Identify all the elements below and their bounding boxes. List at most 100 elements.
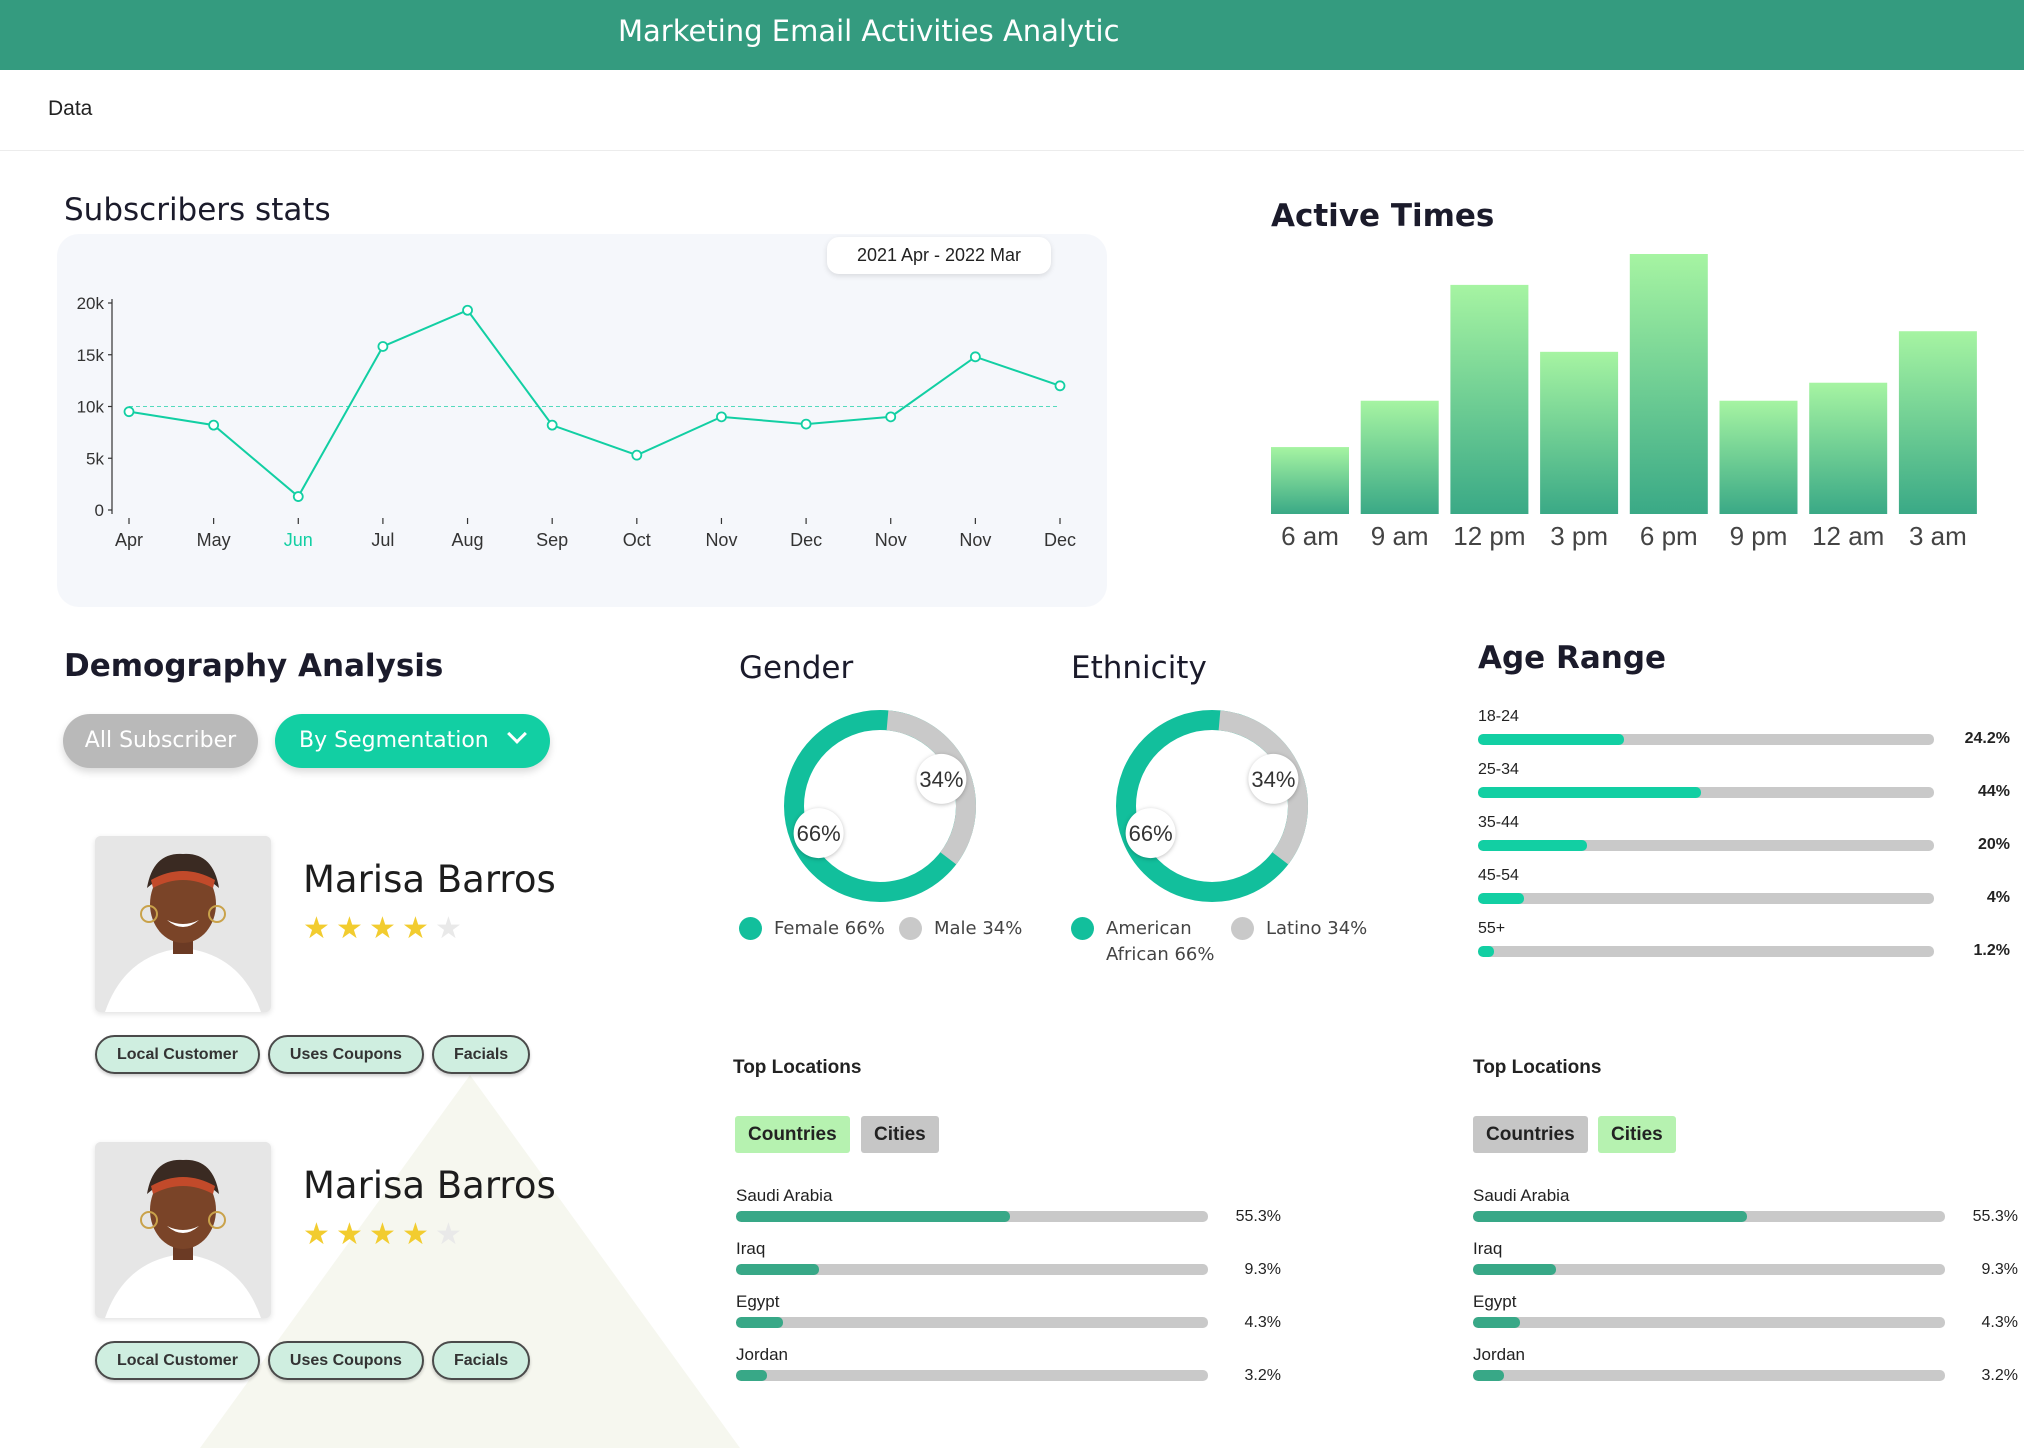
bar[interactable]: [1450, 284, 1529, 514]
age-range-bar-fill: [1478, 946, 1494, 957]
location-bar-fill: [736, 1264, 819, 1275]
tab-countries[interactable]: Countries: [735, 1116, 850, 1153]
date-range-picker[interactable]: 2021 Apr - 2022 Mar: [827, 237, 1051, 274]
location-bar: [1473, 1264, 1945, 1275]
top-locations-title: Top Locations: [733, 1057, 862, 1078]
age-range-bar: [1478, 840, 1934, 851]
location-bar: [1473, 1211, 1945, 1222]
location-bar-fill: [736, 1317, 784, 1328]
series-line: [128, 309, 1061, 499]
x-tick-label: Nov: [705, 530, 737, 550]
location-bar-fill: [1473, 1264, 1556, 1275]
sub-navigation: Data: [0, 70, 2024, 151]
tag-uses-coupons[interactable]: Uses Coupons: [267, 1341, 424, 1380]
bar[interactable]: [1719, 400, 1798, 514]
bar[interactable]: [1540, 351, 1619, 514]
data-point[interactable]: [969, 351, 981, 363]
data-point[interactable]: [462, 304, 473, 316]
x-tick-label: Nov: [959, 530, 991, 550]
american-african-legend-dot: [1071, 917, 1094, 940]
x-tick-label: Nov: [875, 530, 907, 550]
age-range-value: 44%: [1977, 783, 2010, 800]
profile-tags: Local Customer Uses Coupons Facials: [95, 1341, 538, 1380]
demography-title: Demography Analysis: [64, 648, 444, 684]
tab-countries[interactable]: Countries: [1473, 1116, 1588, 1153]
x-tick-label: Sep: [536, 530, 568, 550]
x-tick-label: Dec: [790, 530, 822, 550]
bar[interactable]: [1898, 331, 1977, 514]
subscribers-line-chart: 0 5k 10k 15k 20k Apr May Jun Jul Aug Sep Oct Nov Dec N…: [77, 294, 1076, 550]
app-header: Marketing Email Activities Analytic: [0, 0, 2024, 70]
data-point[interactable]: [631, 449, 643, 461]
location-name: Egypt: [1473, 1292, 1517, 1311]
age-range-title: Age Range: [1478, 640, 1667, 676]
age-range-value: 24.2%: [1964, 730, 2010, 747]
location-bar: [1473, 1370, 1945, 1381]
tag-local-customer[interactable]: Local Customer: [95, 1035, 260, 1074]
data-point[interactable]: [885, 411, 897, 423]
age-range-label: 45-54: [1478, 867, 1519, 884]
all-subscriber-button[interactable]: All Subscriber: [63, 714, 258, 768]
data-point[interactable]: [377, 341, 389, 352]
tab-cities[interactable]: Cities: [1598, 1116, 1676, 1153]
donut-minor-label: 34%: [1251, 767, 1295, 792]
bar[interactable]: [1629, 254, 1708, 514]
bar[interactable]: [1360, 400, 1439, 514]
data-point[interactable]: [716, 411, 727, 423]
donut-minor-slice[interactable]: [784, 710, 976, 902]
location-value: 3.2%: [1244, 1367, 1281, 1384]
location-bar-fill: [736, 1211, 1010, 1222]
bar-category-label: 12 am: [1812, 521, 1884, 551]
location-bar-fill: [1473, 1317, 1521, 1328]
subscribers-chart-card: [57, 234, 1107, 607]
bar[interactable]: [1809, 382, 1888, 514]
x-tick-label: Jun: [284, 530, 313, 550]
x-tick-label: May: [197, 530, 231, 550]
star-icon: ★: [303, 912, 330, 945]
donut-minor-label: 34%: [919, 767, 963, 792]
location-name: Jordan: [736, 1345, 788, 1364]
star-icon: ★: [402, 1218, 429, 1251]
star-icon: ★: [402, 912, 429, 945]
age-range-bar-fill: [1478, 893, 1524, 904]
location-name: Iraq: [736, 1239, 766, 1258]
data-point[interactable]: [546, 419, 558, 431]
star-icon: ★: [336, 1218, 363, 1251]
profile-name: Marisa Barros: [303, 858, 556, 901]
tag-facials[interactable]: Facials: [431, 1341, 531, 1380]
age-range-bar: [1478, 734, 1934, 745]
age-range-bar: [1478, 787, 1934, 798]
active-times-title: Active Times: [1271, 198, 1495, 234]
age-range-bar-fill: [1478, 787, 1702, 798]
profile-photo: [95, 836, 271, 1012]
female-legend-dot: [739, 917, 762, 940]
tag-uses-coupons[interactable]: Uses Coupons: [267, 1035, 424, 1074]
tag-local-customer[interactable]: Local Customer: [95, 1341, 260, 1380]
profile-tags: Local Customer Uses Coupons Facials: [95, 1035, 538, 1074]
data-point[interactable]: [292, 491, 304, 502]
bar-category-label: 6 pm: [1640, 521, 1698, 551]
data-point[interactable]: [123, 406, 135, 418]
location-bar: [736, 1370, 1208, 1381]
by-segmentation-dropdown[interactable]: By Segmentation: [275, 714, 550, 768]
tab-cities[interactable]: Cities: [861, 1116, 939, 1153]
male-legend-dot: [899, 917, 922, 940]
location-bar-fill: [1473, 1370, 1504, 1381]
x-tick-label: Jul: [371, 530, 394, 550]
donut-major-label-bubble: [793, 808, 844, 859]
data-point[interactable]: [208, 419, 220, 431]
ethnicity-donut-chart: 34% 66%: [1116, 710, 1308, 902]
bar-category-label: 9 pm: [1730, 521, 1788, 551]
bar-category-label: 9 am: [1371, 521, 1429, 551]
location-name: Saudi Arabia: [736, 1186, 833, 1205]
location-name: Saudi Arabia: [1473, 1186, 1570, 1205]
age-range-bar: [1478, 893, 1934, 904]
bar[interactable]: [1271, 447, 1349, 514]
nav-item-data[interactable]: Data: [48, 97, 93, 120]
tag-facials[interactable]: Facials: [431, 1035, 531, 1074]
location-value: 9.3%: [1244, 1261, 1281, 1278]
gender-legend-female: Female 66%: [774, 918, 885, 939]
data-point[interactable]: [800, 418, 812, 430]
age-range-label: 25-34: [1478, 761, 1519, 778]
data-point[interactable]: [1054, 380, 1066, 392]
